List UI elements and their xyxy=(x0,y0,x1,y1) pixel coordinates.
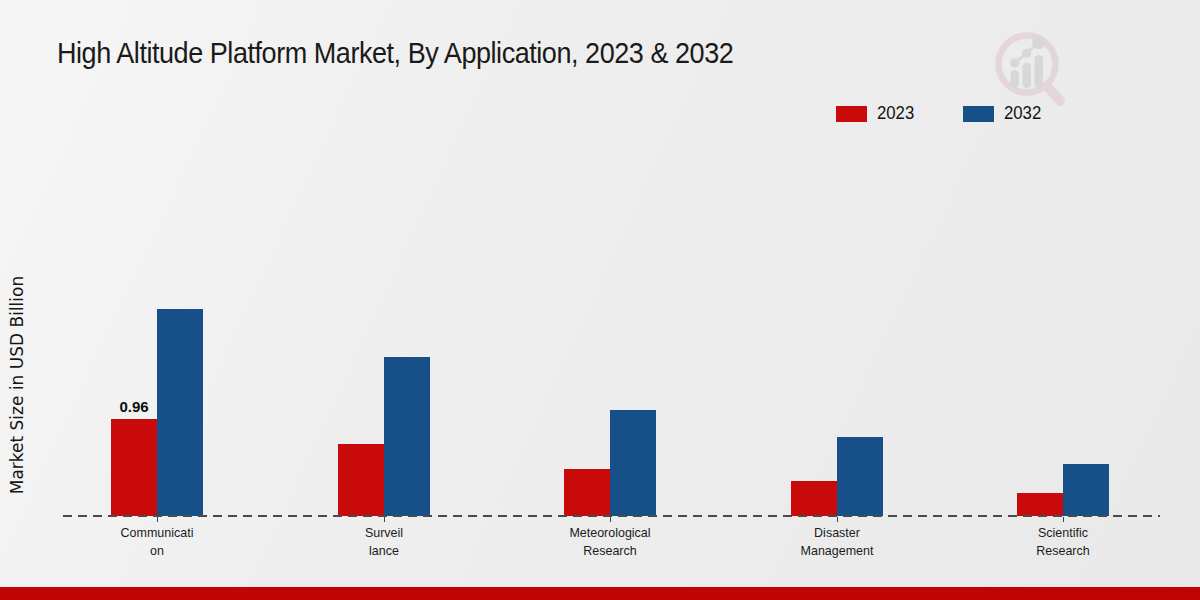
legend-swatch-2032 xyxy=(963,106,994,122)
value-label-2023-communication: 0.96 xyxy=(108,398,160,415)
category-label-surveillance: Surveillance xyxy=(321,524,446,560)
bar-2032-surveillance xyxy=(384,357,430,516)
x-axis-tick xyxy=(384,517,385,522)
bar-2032-scientific-research xyxy=(1063,464,1109,516)
category-label-meteorological-research: MeteorologicalResearch xyxy=(548,524,673,560)
bar-2023-surveillance xyxy=(338,444,384,516)
legend-item-2023: 2023 xyxy=(836,103,917,124)
legend-label-2023: 2023 xyxy=(877,103,914,124)
legend: 2023 2032 xyxy=(836,103,1044,124)
x-axis-tick xyxy=(837,517,838,522)
legend-label-2032: 2032 xyxy=(1004,103,1041,124)
chart-canvas: High Altitude Platform Market, By Applic… xyxy=(0,0,1200,600)
market-research-logo-watermark xyxy=(990,27,1068,109)
x-axis-tick xyxy=(1063,517,1064,522)
x-axis-baseline xyxy=(63,515,1160,517)
chart-title: High Altitude Platform Market, By Applic… xyxy=(57,36,733,70)
y-axis-label: Market Size in USD Billion xyxy=(7,276,27,495)
bar-2032-communication xyxy=(157,309,203,516)
bar-2023-disaster-management xyxy=(791,481,837,516)
footer-accent-bar xyxy=(0,587,1200,600)
category-label-communication: Communication xyxy=(95,524,220,560)
bar-2023-communication xyxy=(111,419,157,516)
category-label-disaster-management: DisasterManagement xyxy=(774,524,899,560)
x-axis-tick xyxy=(610,517,611,522)
bar-2032-meteorological-research xyxy=(610,410,656,516)
bar-2023-meteorological-research xyxy=(564,469,610,516)
category-label-scientific-research: ScientificResearch xyxy=(1001,524,1126,560)
bar-2032-disaster-management xyxy=(837,437,883,516)
x-axis-tick xyxy=(157,517,158,522)
legend-swatch-2023 xyxy=(836,106,867,122)
legend-item-2032: 2032 xyxy=(963,103,1044,124)
bar-2023-scientific-research xyxy=(1017,493,1063,516)
